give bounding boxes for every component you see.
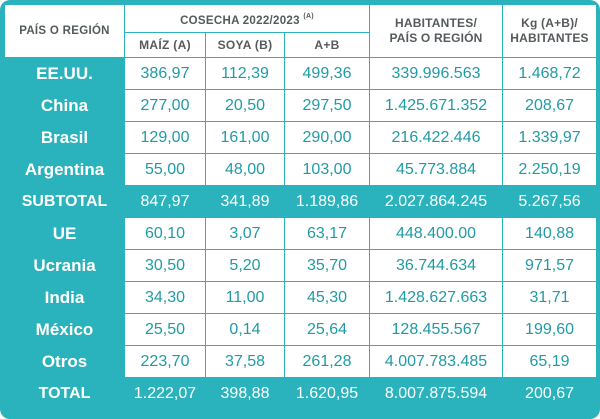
row-label: UE xyxy=(4,217,125,250)
cell-kg: 31,71 xyxy=(502,281,598,314)
cell-maiz: 1.222,07 xyxy=(124,377,206,410)
cell-maiz: 34,30 xyxy=(124,281,206,314)
cell-habitantes: 128.455.567 xyxy=(369,313,504,346)
cell-kg: 1.339,97 xyxy=(502,121,598,154)
cell-maiz: 277,00 xyxy=(124,89,206,122)
cell-soya: 341,89 xyxy=(205,185,285,218)
cell-habitantes: 8.007.875.594 xyxy=(369,377,504,410)
cell-habitantes: 448.400.00 xyxy=(369,217,504,250)
cell-suma: 1.620,95 xyxy=(283,377,371,410)
cell-habitantes: 216.422.446 xyxy=(369,121,504,154)
cell-kg: 200,67 xyxy=(502,377,598,410)
row-label: Ucrania xyxy=(4,249,125,282)
cell-soya: 48,00 xyxy=(205,153,285,186)
cell-habitantes: 339.996.563 xyxy=(369,57,504,90)
header-soya: SOYA (B) xyxy=(205,32,285,58)
cell-maiz: 386,97 xyxy=(124,57,206,90)
cell-suma: 297,50 xyxy=(283,89,371,122)
header-cosecha-label: COSECHA 2022/2023 xyxy=(180,14,300,27)
cell-soya: 20,50 xyxy=(205,89,285,122)
row-label: China xyxy=(4,89,125,122)
cell-maiz: 129,00 xyxy=(124,121,206,154)
row-label: Argentina xyxy=(4,153,125,186)
cell-suma: 45,30 xyxy=(283,281,371,314)
header-kg: Kg (A+B)/ HABITANTES xyxy=(502,4,598,58)
table-row: Otros 223,70 37,58 261,28 4.007.783.485 … xyxy=(4,345,598,378)
table-row: EE.UU. 386,97 112,39 499,36 339.996.563 … xyxy=(4,57,598,90)
cell-maiz: 55,00 xyxy=(124,153,206,186)
cell-suma: 261,28 xyxy=(283,345,371,378)
cell-soya: 398,88 xyxy=(205,377,285,410)
cell-kg: 208,67 xyxy=(502,89,598,122)
harvest-table: PAÍS O REGIÓN COSECHA 2022/2023 (A) HABI… xyxy=(4,4,598,410)
table-row: India 34,30 11,00 45,30 1.428.627.663 31… xyxy=(4,281,598,314)
cell-soya: 37,58 xyxy=(205,345,285,378)
row-label: Otros xyxy=(4,345,125,378)
cell-suma: 499,36 xyxy=(283,57,371,90)
total-row: TOTAL 1.222,07 398,88 1.620,95 8.007.875… xyxy=(4,377,598,410)
cell-suma: 25,64 xyxy=(283,313,371,346)
cell-habitantes: 4.007.783.485 xyxy=(369,345,504,378)
cell-maiz: 60,10 xyxy=(124,217,206,250)
header-habitantes-line1: HABITANTES/ xyxy=(395,16,477,30)
cell-soya: 112,39 xyxy=(205,57,285,90)
header-maiz: MAÍZ (A) xyxy=(124,32,206,58)
row-label: India xyxy=(4,281,125,314)
table-row: UE 60,10 3,07 63,17 448.400.00 140,88 xyxy=(4,217,598,250)
table-row: Ucrania 30,50 5,20 35,70 36.744.634 971,… xyxy=(4,249,598,282)
cell-maiz: 25,50 xyxy=(124,313,206,346)
cell-soya: 0,14 xyxy=(205,313,285,346)
header-kg-line1: Kg (A+B)/ xyxy=(521,16,578,30)
header-kg-line2: HABITANTES xyxy=(510,31,589,45)
cell-habitantes: 1.425.671.352 xyxy=(369,89,504,122)
cell-habitantes: 36.744.634 xyxy=(369,249,504,282)
cell-soya: 5,20 xyxy=(205,249,285,282)
subtotal-row: SUBTOTAL 847,97 341,89 1.189,86 2.027.86… xyxy=(4,185,598,218)
table-row: China 277,00 20,50 297,50 1.425.671.352 … xyxy=(4,89,598,122)
cell-habitantes: 2.027.864.245 xyxy=(369,185,504,218)
header-pais: PAÍS O REGIÓN xyxy=(4,4,125,58)
header-habitantes: HABITANTES/ PAÍS O REGIÓN xyxy=(369,4,504,58)
cell-kg: 5.267,56 xyxy=(502,185,598,218)
cell-suma: 290,00 xyxy=(283,121,371,154)
cell-suma: 63,17 xyxy=(283,217,371,250)
header-suma: A+B xyxy=(283,32,371,58)
cell-suma: 35,70 xyxy=(283,249,371,282)
cell-kg: 971,57 xyxy=(502,249,598,282)
table-row: México 25,50 0,14 25,64 128.455.567 199,… xyxy=(4,313,598,346)
row-label: EE.UU. xyxy=(4,57,125,90)
table-row: Argentina 55,00 48,00 103,00 45.773.884 … xyxy=(4,153,598,186)
cell-kg: 2.250,19 xyxy=(502,153,598,186)
cell-habitantes: 45.773.884 xyxy=(369,153,504,186)
cell-kg: 65,19 xyxy=(502,345,598,378)
cell-habitantes: 1.428.627.663 xyxy=(369,281,504,314)
cell-suma: 1.189,86 xyxy=(283,185,371,218)
cell-soya: 11,00 xyxy=(205,281,285,314)
cell-kg: 140,88 xyxy=(502,217,598,250)
row-label: TOTAL xyxy=(4,377,125,410)
cell-maiz: 223,70 xyxy=(124,345,206,378)
header-cosecha: COSECHA 2022/2023 (A) xyxy=(123,4,371,33)
cell-maiz: 30,50 xyxy=(124,249,206,282)
row-label: Brasil xyxy=(4,121,125,154)
row-label: SUBTOTAL xyxy=(4,185,125,218)
cell-suma: 103,00 xyxy=(283,153,371,186)
cell-soya: 3,07 xyxy=(205,217,285,250)
header-habitantes-line2: PAÍS O REGIÓN xyxy=(389,31,483,45)
cell-kg: 1.468,72 xyxy=(502,57,598,90)
row-label: México xyxy=(4,313,125,346)
cell-maiz: 847,97 xyxy=(124,185,206,218)
cell-soya: 161,00 xyxy=(205,121,285,154)
header-cosecha-note: (A) xyxy=(303,12,314,20)
cell-kg: 199,60 xyxy=(502,313,598,346)
table-row: Brasil 129,00 161,00 290,00 216.422.446 … xyxy=(4,121,598,154)
